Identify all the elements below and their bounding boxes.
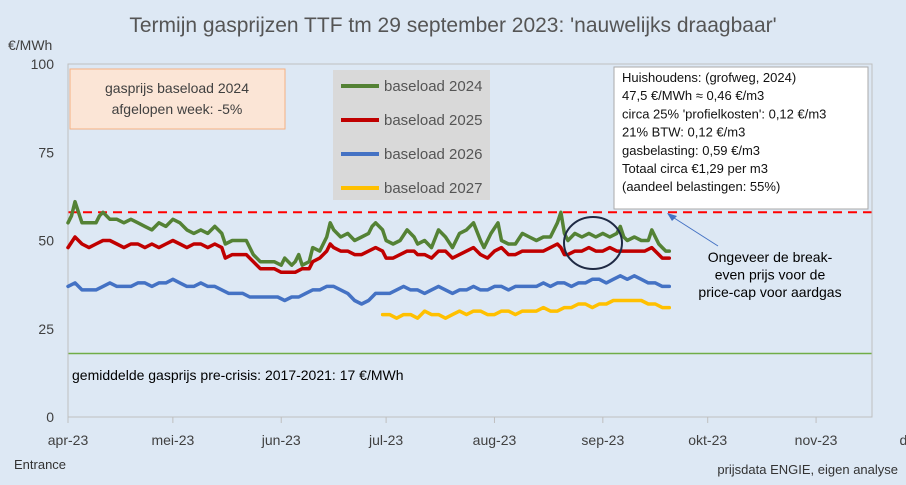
x-tick-label: mei-23 <box>151 432 194 448</box>
household-info-box <box>613 66 869 210</box>
legend-label: baseload 2026 <box>384 146 482 163</box>
series-line-baseload-2026 <box>66 274 672 306</box>
y-tick-label: 75 <box>38 144 54 160</box>
x-tick-label: dec-23 <box>900 432 906 448</box>
info-line: (aandeel belastingen: 55%) <box>622 179 780 194</box>
weekly-change-box <box>69 68 286 130</box>
x-tick-label: jun-23 <box>261 432 301 448</box>
callout-line: price-cap voor aardgas <box>698 284 841 300</box>
series-line-baseload-2025 <box>66 235 672 275</box>
legend-label: baseload 2024 <box>384 78 482 95</box>
legend-label: baseload 2027 <box>384 180 482 197</box>
x-tick-label: aug-23 <box>473 432 517 448</box>
info-line: Huishoudens: (grofweg, 2024) <box>622 70 796 85</box>
y-tick-label: 50 <box>38 233 54 249</box>
x-tick-label: jul-23 <box>368 432 403 448</box>
callout-arrowhead <box>667 213 677 221</box>
series-line-baseload-2027 <box>380 298 672 320</box>
callout-line: even prijs voor de <box>715 267 826 283</box>
precrisis-label: gemiddelde gasprijs pre-crisis: 2017-202… <box>72 367 404 383</box>
info-line: circa 25% 'profielkosten': 0,12 €/m3 <box>622 106 826 121</box>
legend <box>333 70 490 200</box>
y-tick-label: 25 <box>38 321 54 337</box>
y-tick-label: 100 <box>31 56 55 72</box>
x-tick-label: sep-23 <box>581 432 624 448</box>
weekly-change-line-1: gasprijs baseload 2024 <box>105 80 249 96</box>
x-tick-label: nov-23 <box>795 432 838 448</box>
plot-area <box>67 63 873 418</box>
y-tick-label: 0 <box>46 409 54 425</box>
source-label: prijsdata ENGIE, eigen analyse <box>717 462 898 477</box>
y-axis-label: €/MWh <box>8 37 52 53</box>
callout-arrow-line <box>670 215 719 247</box>
info-line: 21% BTW: 0,12 €/m3 <box>622 125 745 140</box>
legend-label: baseload 2025 <box>384 112 482 129</box>
series-line-baseload-2024 <box>66 199 672 267</box>
callout-line: Ongeveer de break- <box>708 249 833 265</box>
info-line: 47,5 €/MWh ≈ 0,46 €/m3 <box>622 88 764 103</box>
recent-price-circle <box>563 216 623 270</box>
info-line: gasbelasting: 0,59 €/m3 <box>622 143 760 158</box>
x-tick-label: okt-23 <box>688 432 727 448</box>
entrance-label: Entrance <box>14 457 66 472</box>
chart-title: Termijn gasprijzen TTF tm 29 september 2… <box>129 14 776 37</box>
info-line: Totaal circa €1,29 per m3 <box>622 161 768 176</box>
x-tick-label: apr-23 <box>48 432 89 448</box>
weekly-change-line-2: afgelopen week: -5% <box>112 101 243 117</box>
